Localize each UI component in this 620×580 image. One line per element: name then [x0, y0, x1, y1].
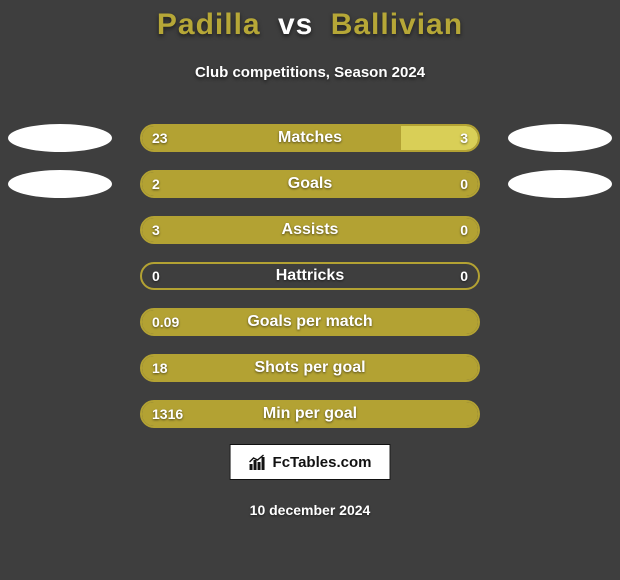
stat-fill-left [142, 310, 478, 334]
club-badge [8, 170, 112, 198]
stat-row [140, 400, 480, 428]
subtitle: Club competitions, Season 2024 [0, 64, 620, 81]
club-badge [508, 170, 612, 198]
comparison-title: Padilla vs Ballivian [0, 8, 620, 42]
stat-row [140, 216, 480, 244]
stat-row [140, 354, 480, 382]
stat-row [140, 262, 480, 290]
logo-text: FcTables.com [273, 454, 372, 471]
stat-fill-left [142, 402, 478, 426]
stat-fill-left [142, 126, 401, 150]
stat-fill-left [142, 356, 478, 380]
stat-row [140, 170, 480, 198]
stat-fill-right [401, 126, 478, 150]
stat-fill-left [142, 172, 478, 196]
stat-row [140, 308, 480, 336]
club-badge [508, 124, 612, 152]
fctables-logo: FcTables.com [230, 444, 391, 480]
date-text: 10 december 2024 [0, 502, 620, 518]
chart-icon [249, 453, 267, 471]
vs-separator: vs [278, 8, 313, 41]
player1-name: Padilla [157, 8, 261, 41]
club-badge [8, 124, 112, 152]
player2-name: Ballivian [331, 8, 463, 41]
stat-row [140, 124, 480, 152]
stat-fill-left [142, 218, 478, 242]
